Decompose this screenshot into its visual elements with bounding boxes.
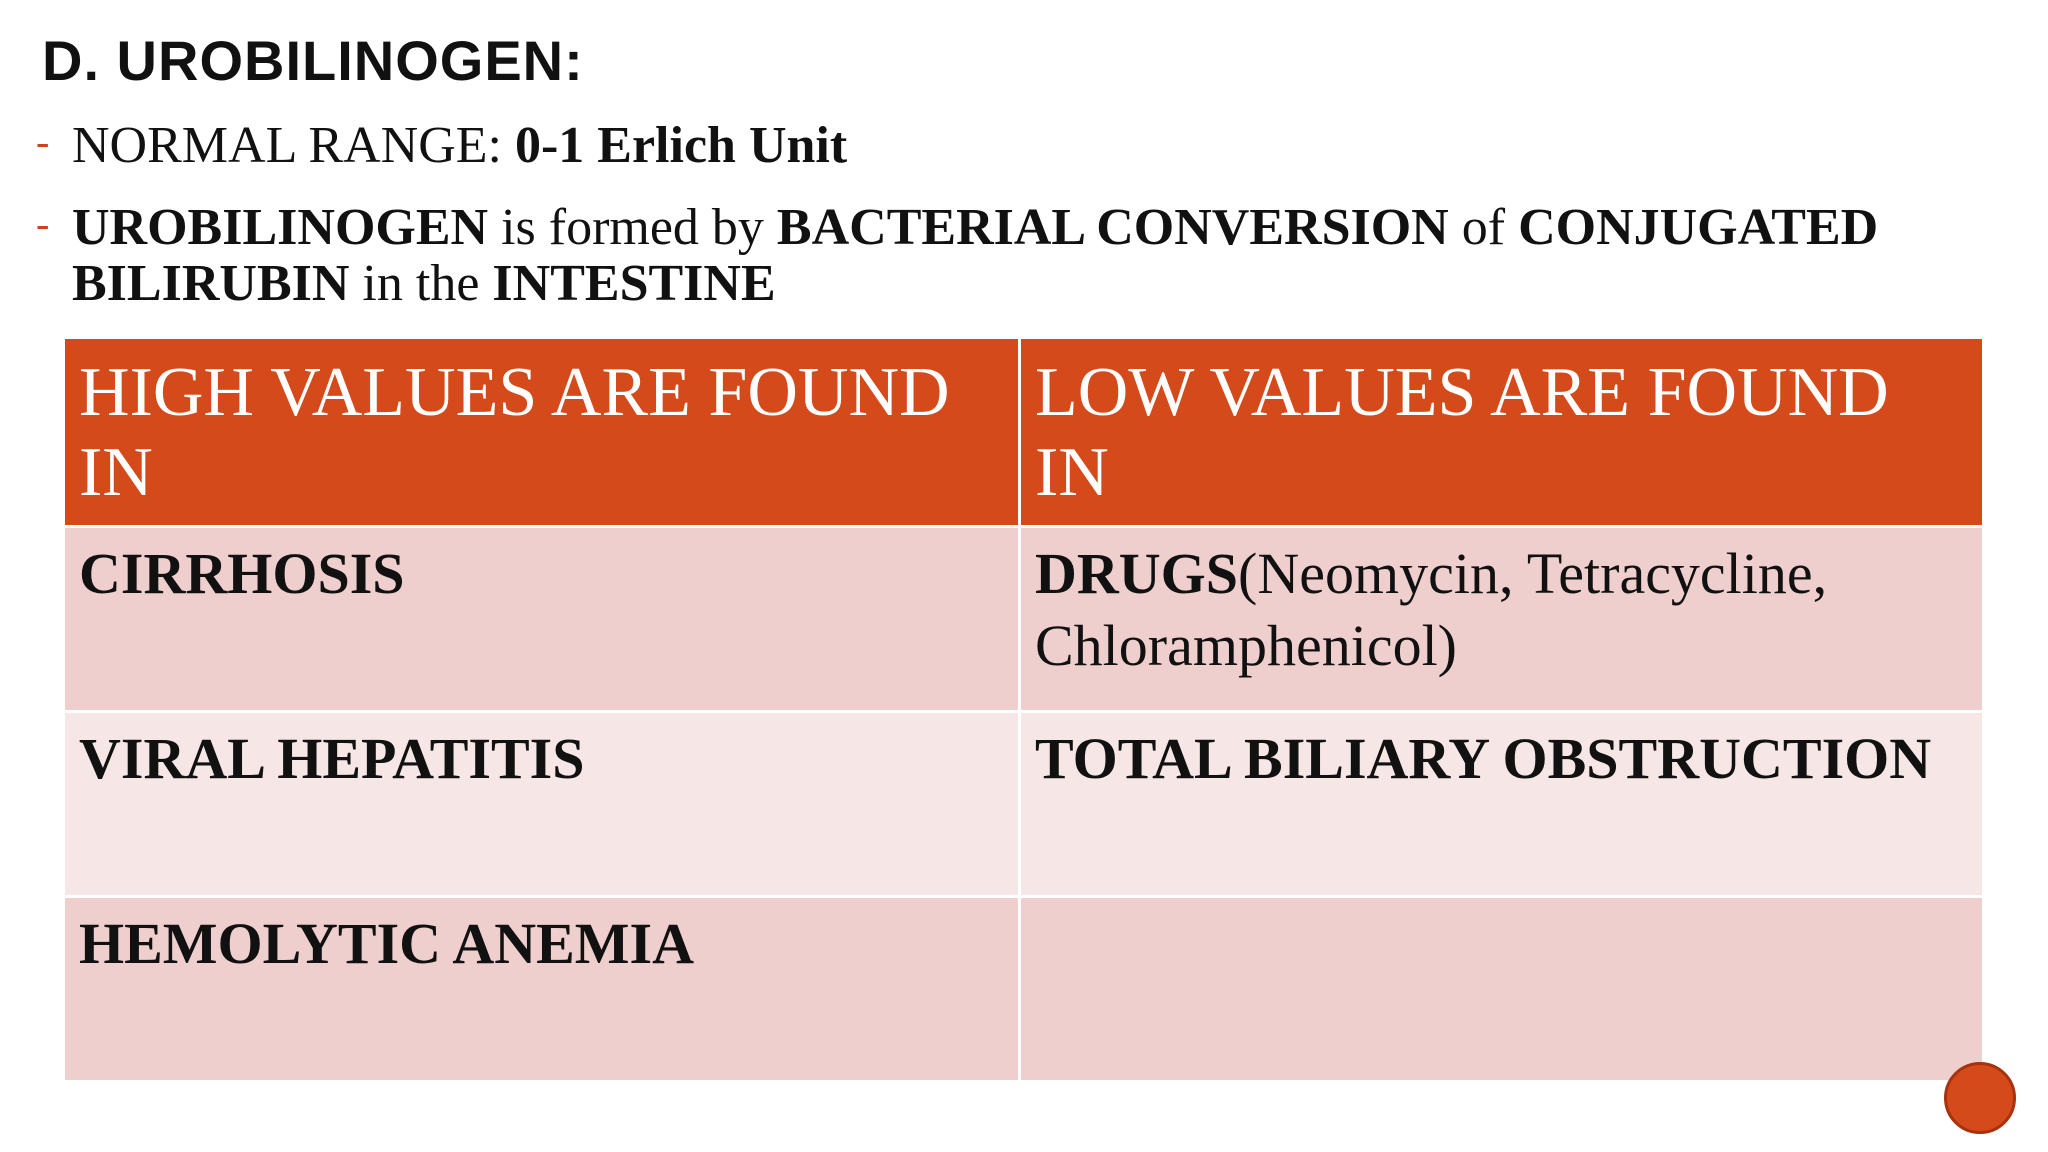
bullet-text-bold: CONJUGATED BILIRUBIN: [72, 199, 1879, 312]
bullet-text-bold: 0-1 Erlich Unit: [514, 117, 848, 174]
low-cell: [1018, 895, 1985, 1083]
values-table: HIGH VALUES ARE FOUND IN LOW VALUES ARE …: [62, 336, 1985, 1083]
bullet-text: NORMAL RANGE:: [72, 117, 515, 174]
bullet-normal-range: - NORMAL RANGE: 0-1 Erlich Unit: [36, 118, 1996, 174]
bullet-text-bold: INTESTINE: [492, 255, 776, 312]
low-cell-bold: DRUGS: [1035, 541, 1239, 606]
low-cell-bold: TOTAL BILIARY OBSTRUCTION: [1035, 726, 1932, 791]
corner-circle-icon: [1944, 1062, 2016, 1134]
high-cell: HEMOLYTIC ANEMIA: [62, 895, 1021, 1083]
header-high-values: HIGH VALUES ARE FOUND IN: [62, 336, 1021, 528]
low-cell-detail: (Neomycin, Tetracycline, Chloramphenicol…: [1035, 541, 1828, 678]
header-low-values: LOW VALUES ARE FOUND IN: [1018, 336, 1985, 528]
table-header-row: HIGH VALUES ARE FOUND IN LOW VALUES ARE …: [62, 336, 1985, 528]
bullet-text-bold: BACTERIAL CONVERSION: [776, 199, 1449, 256]
table-row: VIRAL HEPATITIS TOTAL BILIARY OBSTRUCTIO…: [62, 710, 1985, 898]
bullet-dash-icon: -: [36, 119, 50, 164]
bullet-text-bold: UROBILINOGEN: [72, 199, 489, 256]
bullet-formation: - UROBILINOGEN is formed by BACTERIAL CO…: [36, 200, 1996, 312]
high-cell: CIRRHOSIS: [62, 525, 1021, 713]
bullet-list: - NORMAL RANGE: 0-1 Erlich Unit - UROBIL…: [36, 118, 1996, 338]
table-row: CIRRHOSIS DRUGS(Neomycin, Tetracycline, …: [62, 525, 1985, 713]
bullet-text: in the: [349, 255, 493, 312]
bullet-dash-icon: -: [36, 201, 50, 246]
slide-title: D. UROBILINOGEN:: [42, 29, 584, 92]
bullet-text: is formed by: [488, 199, 777, 256]
bullet-text: of: [1448, 199, 1519, 256]
low-cell: TOTAL BILIARY OBSTRUCTION: [1018, 710, 1985, 898]
high-cell: VIRAL HEPATITIS: [62, 710, 1021, 898]
table-row: HEMOLYTIC ANEMIA: [62, 895, 1985, 1083]
low-cell: DRUGS(Neomycin, Tetracycline, Chloramphe…: [1018, 525, 1985, 713]
